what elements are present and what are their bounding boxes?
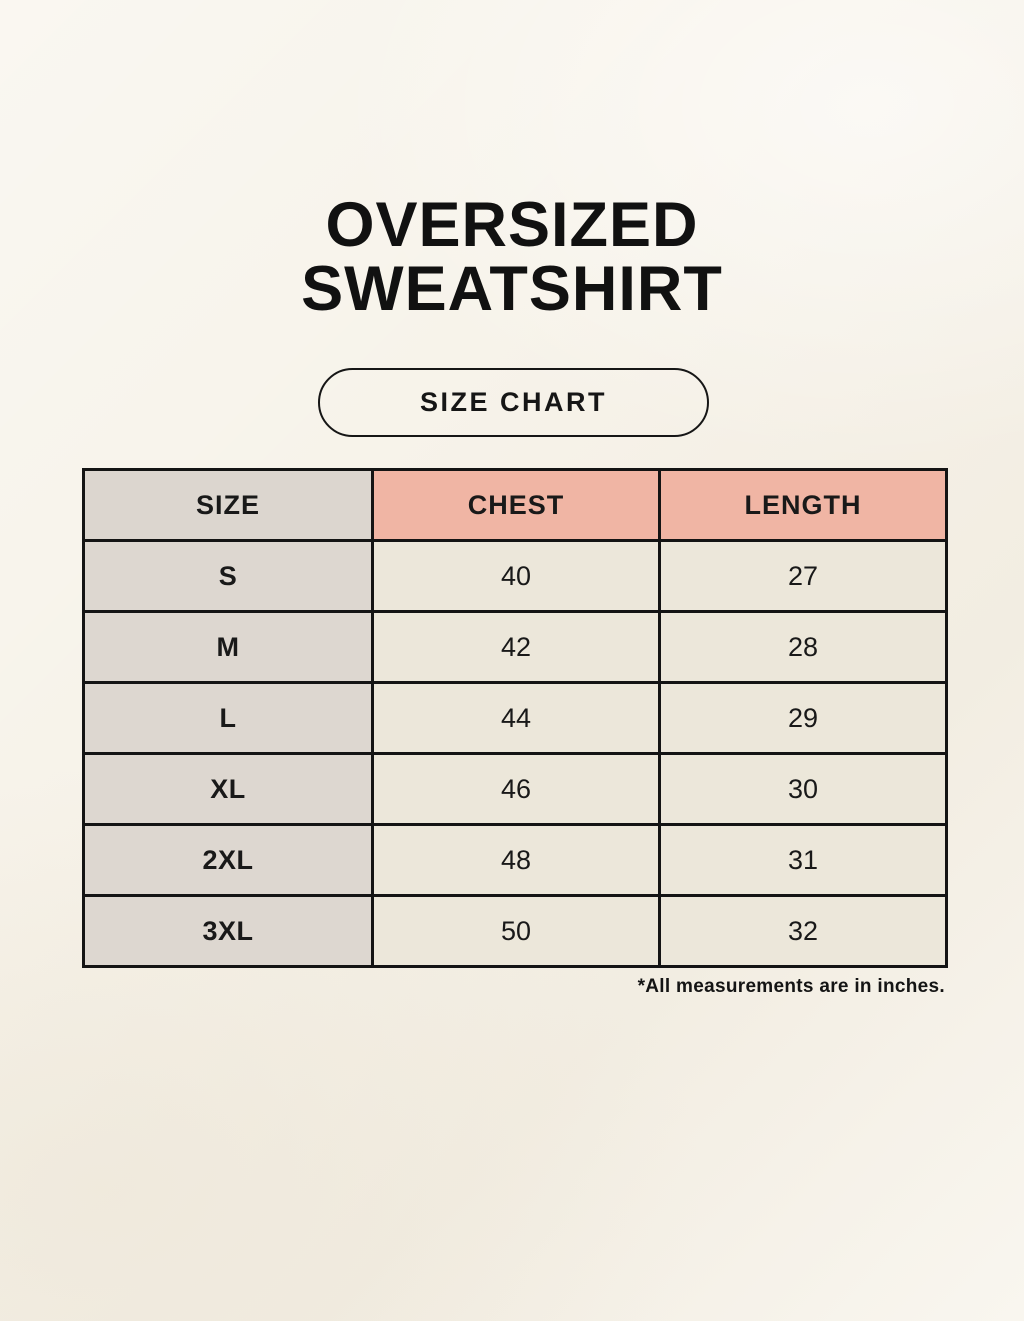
chest-value: 48	[371, 823, 661, 897]
length-value: 31	[658, 823, 948, 897]
table-row-xl: XL 46 30	[82, 752, 948, 826]
table-row-m: M 42 28	[82, 610, 948, 684]
column-header-chest: CHEST	[371, 468, 661, 542]
measurements-note: *All measurements are in inches.	[637, 976, 945, 997]
table-header-row: SIZE CHEST LENGTH	[82, 468, 948, 542]
size-chart-badge[interactable]: SIZE CHART	[318, 368, 709, 437]
table-row-3xl: 3XL 50 32	[82, 894, 948, 968]
chest-value: 40	[371, 539, 661, 613]
size-label: M	[82, 610, 374, 684]
table-row-l: L 44 29	[82, 681, 948, 755]
size-label: L	[82, 681, 374, 755]
size-label: XL	[82, 752, 374, 826]
column-header-length: LENGTH	[658, 468, 948, 542]
page-title-line2: SWEATSHIRT	[301, 254, 723, 325]
length-value: 32	[658, 894, 948, 968]
chest-value: 42	[371, 610, 661, 684]
chest-value: 44	[371, 681, 661, 755]
size-chart-table: SIZE CHEST LENGTH S 40 27 M 42 28 L 44 2…	[82, 468, 948, 968]
page-title-line1: OVERSIZED	[325, 190, 699, 260]
length-value: 29	[658, 681, 948, 755]
column-header-size: SIZE	[82, 468, 374, 542]
chest-value: 50	[371, 894, 661, 968]
size-label: S	[82, 539, 374, 613]
page-title: OVERSIZED SWEATSHIRT	[0, 193, 1024, 322]
table-row-2xl: 2XL 48 31	[82, 823, 948, 897]
size-label: 2XL	[82, 823, 374, 897]
length-value: 30	[658, 752, 948, 826]
table-row-s: S 40 27	[82, 539, 948, 613]
length-value: 28	[658, 610, 948, 684]
length-value: 27	[658, 539, 948, 613]
chest-value: 46	[371, 752, 661, 826]
size-label: 3XL	[82, 894, 374, 968]
